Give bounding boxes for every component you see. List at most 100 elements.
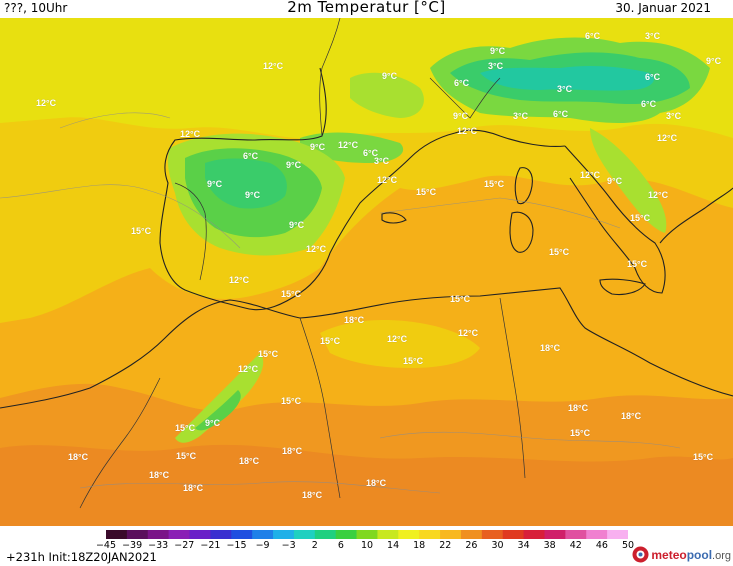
temperature-label: 6°C: [585, 31, 601, 41]
map-title: 2m Temperatur [°C]: [287, 0, 446, 16]
map-header: ???, 10Uhr 2m Temperatur [°C] 30. Januar…: [0, 0, 733, 18]
temperature-label: 12°C: [338, 140, 359, 150]
map-footer: −45 −39 −33 −27 −21 −15 −9 −3 2 6 10 14 18 22 26 30 34 38…: [0, 526, 733, 566]
temperature-label: 15°C: [320, 336, 341, 346]
temperature-label: 15°C: [693, 452, 714, 462]
colorbar-segment: [440, 530, 462, 539]
colorbar-tick-label: −27: [174, 540, 195, 551]
border-algeria-tunisia: [499, 297, 526, 479]
colorbar-segment: [335, 530, 358, 539]
colorbar-segment: [586, 530, 608, 539]
temperature-label: 15°C: [281, 289, 302, 299]
colorbar-tick-label: −21: [200, 540, 221, 551]
temperature-label: 6°C: [243, 151, 259, 161]
colorbar-segment: [168, 530, 191, 539]
colorbar-tick-label: −45: [95, 540, 117, 551]
coastlines: [0, 67, 733, 409]
colorbar-tick-label: −15: [226, 540, 247, 551]
coastline-adriatic: [659, 187, 733, 244]
colorbar-segment: [356, 530, 378, 539]
temperature-label: 12°C: [36, 98, 57, 108]
valid-time-label: ???, 10Uhr: [4, 1, 68, 15]
temperature-label: 3°C: [488, 61, 504, 71]
temperature-label: 15°C: [176, 451, 197, 461]
isotherm-contour: [59, 112, 171, 129]
colorbar-ticks: −45 −39 −33 −27 −21 −15 −9 −3 2 6 10 14 18 22 26 30 34 38…: [96, 540, 634, 552]
temperature-label: 12°C: [387, 334, 408, 344]
temperature-label: 15°C: [416, 187, 437, 197]
colorbar-tick-label: 42: [569, 540, 582, 551]
isotherm-contour: [79, 481, 441, 494]
colorbar-segment: [523, 530, 545, 539]
colorbar-legend: [106, 530, 628, 539]
temperature-label: 12°C: [377, 175, 398, 185]
atlas-cold-zone: [195, 390, 241, 431]
colorbar-segment: [106, 530, 128, 539]
temperature-label: 3°C: [645, 31, 661, 41]
temperature-label: 12°C: [458, 328, 479, 338]
coastline-balearic: [381, 212, 407, 224]
temperature-label: 3°C: [513, 111, 529, 121]
colorbar-tick-label: 26: [465, 540, 478, 551]
temperature-label: 15°C: [484, 179, 505, 189]
temperature-label: 12°C: [263, 61, 284, 71]
colorbar-segment: [314, 530, 337, 539]
colorbar-segment: [419, 530, 441, 539]
coastline-corsica: [514, 167, 533, 205]
border-morocco-algeria: [299, 317, 341, 499]
temperature-label: 6°C: [641, 99, 657, 109]
colorbar-tick-label: 2: [311, 540, 318, 551]
temperature-label: 9°C: [706, 56, 722, 66]
coastline-sicily: [599, 278, 646, 296]
temperature-label: 9°C: [607, 176, 623, 186]
temperature-label: 18°C: [282, 446, 303, 456]
temperature-label: 18°C: [302, 490, 323, 500]
brand-logo-link[interactable]: meteopool.org: [632, 546, 731, 563]
isotherm-contour: [379, 197, 621, 229]
colorbar-segment: [377, 530, 399, 539]
atlas-zone: [175, 353, 264, 443]
model-run-info: +231h Init:18Z20JAN2021: [6, 550, 157, 564]
colorbar-tick-label: 46: [595, 540, 608, 551]
border-spain-portugal: [174, 182, 207, 281]
colorbar-tick-label: −3: [281, 540, 296, 551]
temperature-label: 18°C: [239, 456, 260, 466]
colorbar-tick-label: 22: [439, 540, 452, 551]
temperature-label: 12°C: [180, 129, 201, 139]
temperature-label: 9°C: [453, 111, 469, 121]
colorbar-tick-label: −9: [255, 540, 270, 551]
temperature-label: 15°C: [281, 396, 302, 406]
colorbar-segment: [293, 530, 316, 539]
colorbar-segment: [460, 530, 483, 539]
coastline-italy: [564, 145, 666, 294]
colorbar-segment: [210, 530, 232, 539]
colorbar-tick-label: −39: [122, 540, 143, 551]
temperature-label: 18°C: [621, 411, 642, 421]
temperature-label: 15°C: [175, 423, 196, 433]
temperature-label: 6°C: [645, 72, 661, 82]
colorbar-segment: [607, 530, 628, 539]
colorbar-segment: [189, 530, 211, 539]
isotherm-contour: [0, 184, 241, 249]
colorbar-tick-label: 34: [517, 540, 530, 551]
colorbar-segment: [126, 530, 149, 539]
coastline-iberia-france: [159, 67, 566, 311]
temperature-label: 12°C: [238, 364, 259, 374]
temperature-label: 15°C: [131, 226, 152, 236]
brand-name: meteopool.org: [651, 548, 731, 562]
temperature-label: 15°C: [258, 349, 279, 359]
country-borders: [79, 18, 526, 509]
temperature-label: 9°C: [205, 418, 221, 428]
temperature-label: 12°C: [648, 190, 669, 200]
colorbar-segment: [544, 530, 566, 539]
border-western-sahara: [79, 377, 161, 509]
temperature-label: 9°C: [310, 142, 326, 152]
temperature-label: 12°C: [229, 275, 250, 285]
temperature-label: 18°C: [68, 452, 89, 462]
alps-coldest-zone: [480, 65, 654, 91]
temperature-label: 6°C: [454, 78, 470, 88]
temperature-label: 18°C: [540, 343, 561, 353]
temperature-label: 18°C: [149, 470, 170, 480]
temperature-label: 9°C: [207, 179, 223, 189]
massif-central-zone: [350, 72, 424, 118]
